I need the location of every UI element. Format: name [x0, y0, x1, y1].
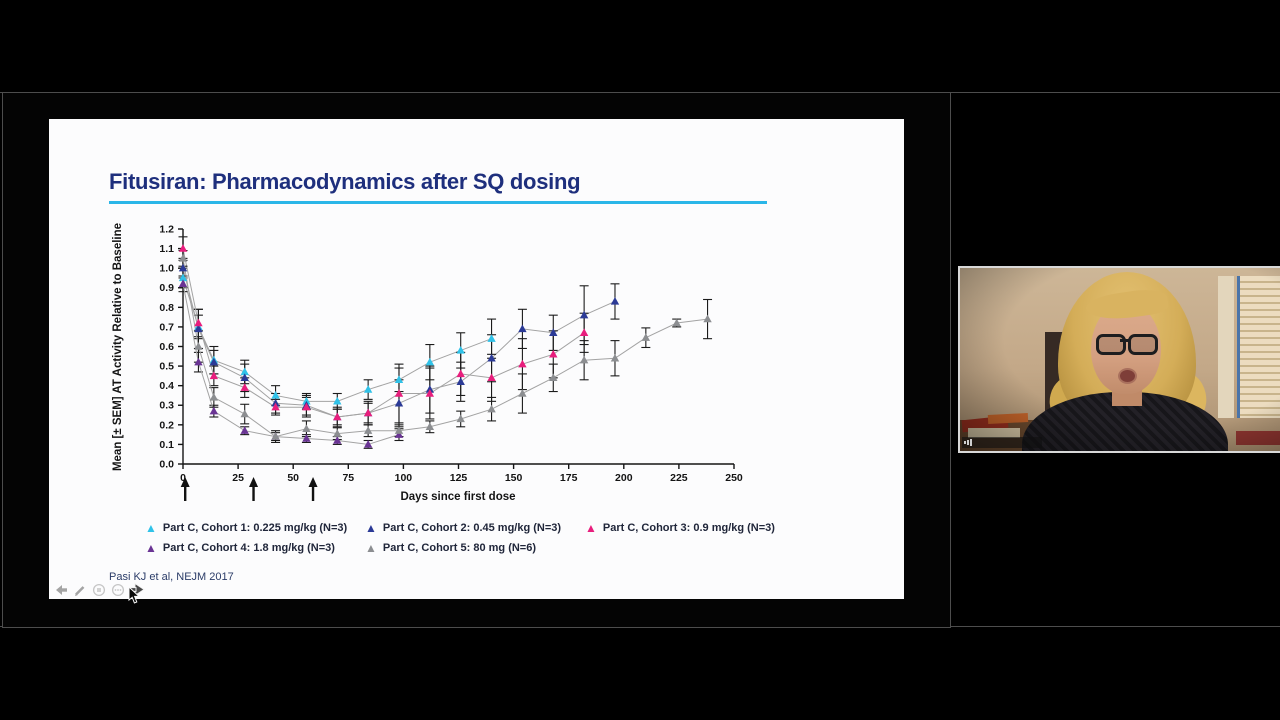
- svg-text:0.8: 0.8: [159, 302, 174, 314]
- svg-text:0.9: 0.9: [159, 282, 174, 294]
- slide-title: Fitusiran: Pharmacodynamics after SQ dos…: [109, 169, 581, 194]
- svg-text:250: 250: [725, 472, 743, 484]
- svg-text:75: 75: [342, 472, 354, 484]
- participant-name-label: [962, 437, 1042, 448]
- svg-text:175: 175: [560, 472, 578, 484]
- furniture: [1236, 431, 1280, 445]
- presentation-toolbar: [53, 581, 145, 598]
- presenter-glasses: [1096, 334, 1158, 355]
- legend-label: Part C, Cohort 5: 80 mg (N=6): [382, 542, 536, 554]
- pd-chart: 0 25 50 75 100 125 150 175 200 225 250 0.0 0.1 0.2 0.3…: [112, 223, 743, 503]
- legend-triangle-icon: ▲: [365, 521, 377, 535]
- legend-label: Part C, Cohort 3: 0.9 mg/kg (N=3): [602, 522, 775, 534]
- svg-text:Mean [± SEM] AT Activity Relat: Mean [± SEM] AT Activity Relative to Bas…: [112, 223, 124, 471]
- legend-triangle-icon: ▲: [365, 541, 377, 555]
- legend-item: ▲ Part C, Cohort 3: 0.9 mg/kg (N=3): [585, 518, 805, 538]
- laser-pointer-icon[interactable]: [91, 582, 107, 597]
- svg-text:0.6: 0.6: [159, 341, 174, 353]
- legend-triangle-icon: ▲: [585, 521, 597, 535]
- pen-icon[interactable]: [72, 582, 88, 597]
- svg-text:1.2: 1.2: [159, 224, 174, 236]
- presenter-mouth: [1118, 368, 1137, 384]
- svg-text:1.0: 1.0: [159, 263, 174, 275]
- presenter-webcam-video: [958, 266, 1280, 453]
- svg-text:0.0: 0.0: [159, 458, 174, 470]
- presentation-window: Fitusiran: Pharmacodynamics after SQ dos…: [2, 92, 951, 628]
- legend-triangle-icon: ▲: [145, 541, 157, 555]
- more-options-icon[interactable]: [110, 582, 126, 597]
- legend-label: Part C, Cohort 1: 0.225 mg/kg (N=3): [162, 522, 348, 534]
- slide: Fitusiran: Pharmacodynamics after SQ dos…: [49, 119, 904, 599]
- book: [968, 428, 1020, 438]
- mouse-cursor: [128, 587, 141, 604]
- svg-text:0.1: 0.1: [159, 439, 174, 451]
- legend-item: ▲ Part C, Cohort 5: 80 mg (N=6): [365, 538, 585, 558]
- title-underline: [109, 201, 767, 204]
- svg-text:0.5: 0.5: [159, 361, 174, 373]
- svg-text:0.4: 0.4: [159, 380, 174, 392]
- video-vignette: [960, 268, 1280, 451]
- chart-legend: ▲ Part C, Cohort 1: 0.225 mg/kg (N=3) ▲ Par…: [145, 518, 825, 558]
- legend-item: ▲ Part C, Cohort 1: 0.225 mg/kg (N=3): [145, 518, 365, 538]
- svg-text:100: 100: [395, 472, 413, 484]
- legend-item: ▲ Part C, Cohort 4: 1.8 mg/kg (N=3): [145, 538, 365, 558]
- svg-text:125: 125: [450, 472, 468, 484]
- citation: Pasi KJ et al, NEJM 2017: [109, 571, 234, 583]
- svg-text:1.1: 1.1: [159, 243, 174, 255]
- svg-text:0.7: 0.7: [159, 321, 174, 333]
- svg-text:25: 25: [232, 472, 244, 484]
- svg-text:0.3: 0.3: [159, 400, 174, 412]
- legend-label: Part C, Cohort 2: 0.45 mg/kg (N=3): [382, 522, 562, 534]
- window-frame: [1218, 276, 1234, 418]
- legend-triangle-icon: ▲: [145, 521, 157, 535]
- legend-item: ▲ Part C, Cohort 2: 0.45 mg/kg (N=3): [365, 518, 585, 538]
- svg-text:200: 200: [615, 472, 633, 484]
- window-blinds: [1237, 276, 1280, 418]
- svg-text:50: 50: [287, 472, 299, 484]
- svg-text:150: 150: [505, 472, 523, 484]
- svg-text:225: 225: [670, 472, 688, 484]
- legend-label: Part C, Cohort 4: 1.8 mg/kg (N=3): [162, 542, 335, 554]
- svg-text:Days since first dose: Days since first dose: [400, 491, 515, 503]
- svg-text:0: 0: [180, 472, 186, 484]
- svg-text:0.2: 0.2: [159, 419, 174, 431]
- previous-slide-arrow-icon[interactable]: [53, 582, 69, 597]
